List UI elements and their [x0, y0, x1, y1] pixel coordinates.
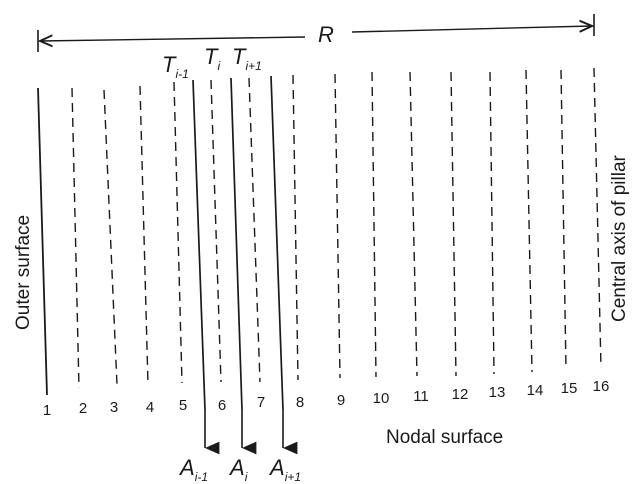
node-number-4: 4	[146, 399, 154, 416]
temperature-label-prev: Ti-1	[162, 52, 189, 81]
node-number-1: 1	[43, 402, 51, 419]
element-boundary-current	[230, 77, 243, 411]
area-label-current: Ai	[228, 455, 248, 484]
element-boundaries	[192, 75, 284, 411]
node-number-14: 14	[527, 382, 544, 399]
node-line-3	[103, 89, 118, 386]
outer-surface-line	[37, 87, 48, 396]
node-number-7: 7	[257, 394, 265, 411]
node-number-12: 12	[452, 386, 469, 403]
node-line-4	[139, 85, 149, 386]
area-arrows	[204, 410, 298, 455]
area-label-prev: Ai-1	[178, 455, 208, 484]
outer-surface-label: Outer surface	[13, 215, 34, 330]
temperature-label-current: Ti	[204, 44, 220, 73]
area-labels: Ai-1 Ai Ai+1	[178, 455, 301, 484]
radius-dimension: R	[37, 14, 595, 52]
radius-left-arrow	[40, 37, 306, 41]
node-numbers: 1 2 3 4 5 6 7 8 9 10 11 12 13 14 15 16	[43, 378, 610, 419]
node-line-13	[489, 71, 495, 375]
element-boundary-prev	[192, 79, 206, 411]
area-label-next: Ai+1	[268, 455, 301, 484]
radius-label: R	[318, 22, 334, 47]
node-line-10	[371, 71, 377, 378]
node-number-2: 2	[79, 400, 87, 417]
node-line-11	[409, 71, 418, 377]
node-number-6: 6	[218, 397, 226, 414]
node-number-9: 9	[337, 392, 345, 409]
temperature-labels: Ti-1 Ti Ti+1	[162, 44, 262, 81]
radius-right-arrow	[351, 26, 592, 32]
node-line-2	[71, 87, 80, 389]
node-number-3: 3	[110, 399, 118, 416]
node-line-8	[292, 74, 299, 381]
nodal-surface-label: Nodal surface	[386, 427, 503, 448]
node-number-8: 8	[296, 394, 304, 411]
node-line-9	[334, 73, 341, 379]
node-number-15: 15	[561, 380, 578, 397]
node-number-5: 5	[179, 397, 187, 414]
node-line-12	[450, 71, 457, 377]
node-line-15	[560, 69, 567, 371]
node-line-14	[525, 69, 533, 373]
node-line-6	[210, 79, 222, 383]
node-number-13: 13	[489, 384, 506, 401]
central-axis-label: Central axis of pillar	[609, 154, 630, 322]
element-boundary-next	[270, 75, 284, 411]
node-number-11: 11	[413, 388, 429, 405]
temperature-label-next: Ti+1	[232, 44, 262, 73]
node-line-7	[248, 77, 261, 383]
node-number-10: 10	[373, 390, 390, 407]
node-number-16: 16	[593, 378, 610, 395]
node-line-16	[593, 67, 602, 369]
node-line-5	[173, 81, 183, 384]
node-lines	[37, 67, 602, 396]
